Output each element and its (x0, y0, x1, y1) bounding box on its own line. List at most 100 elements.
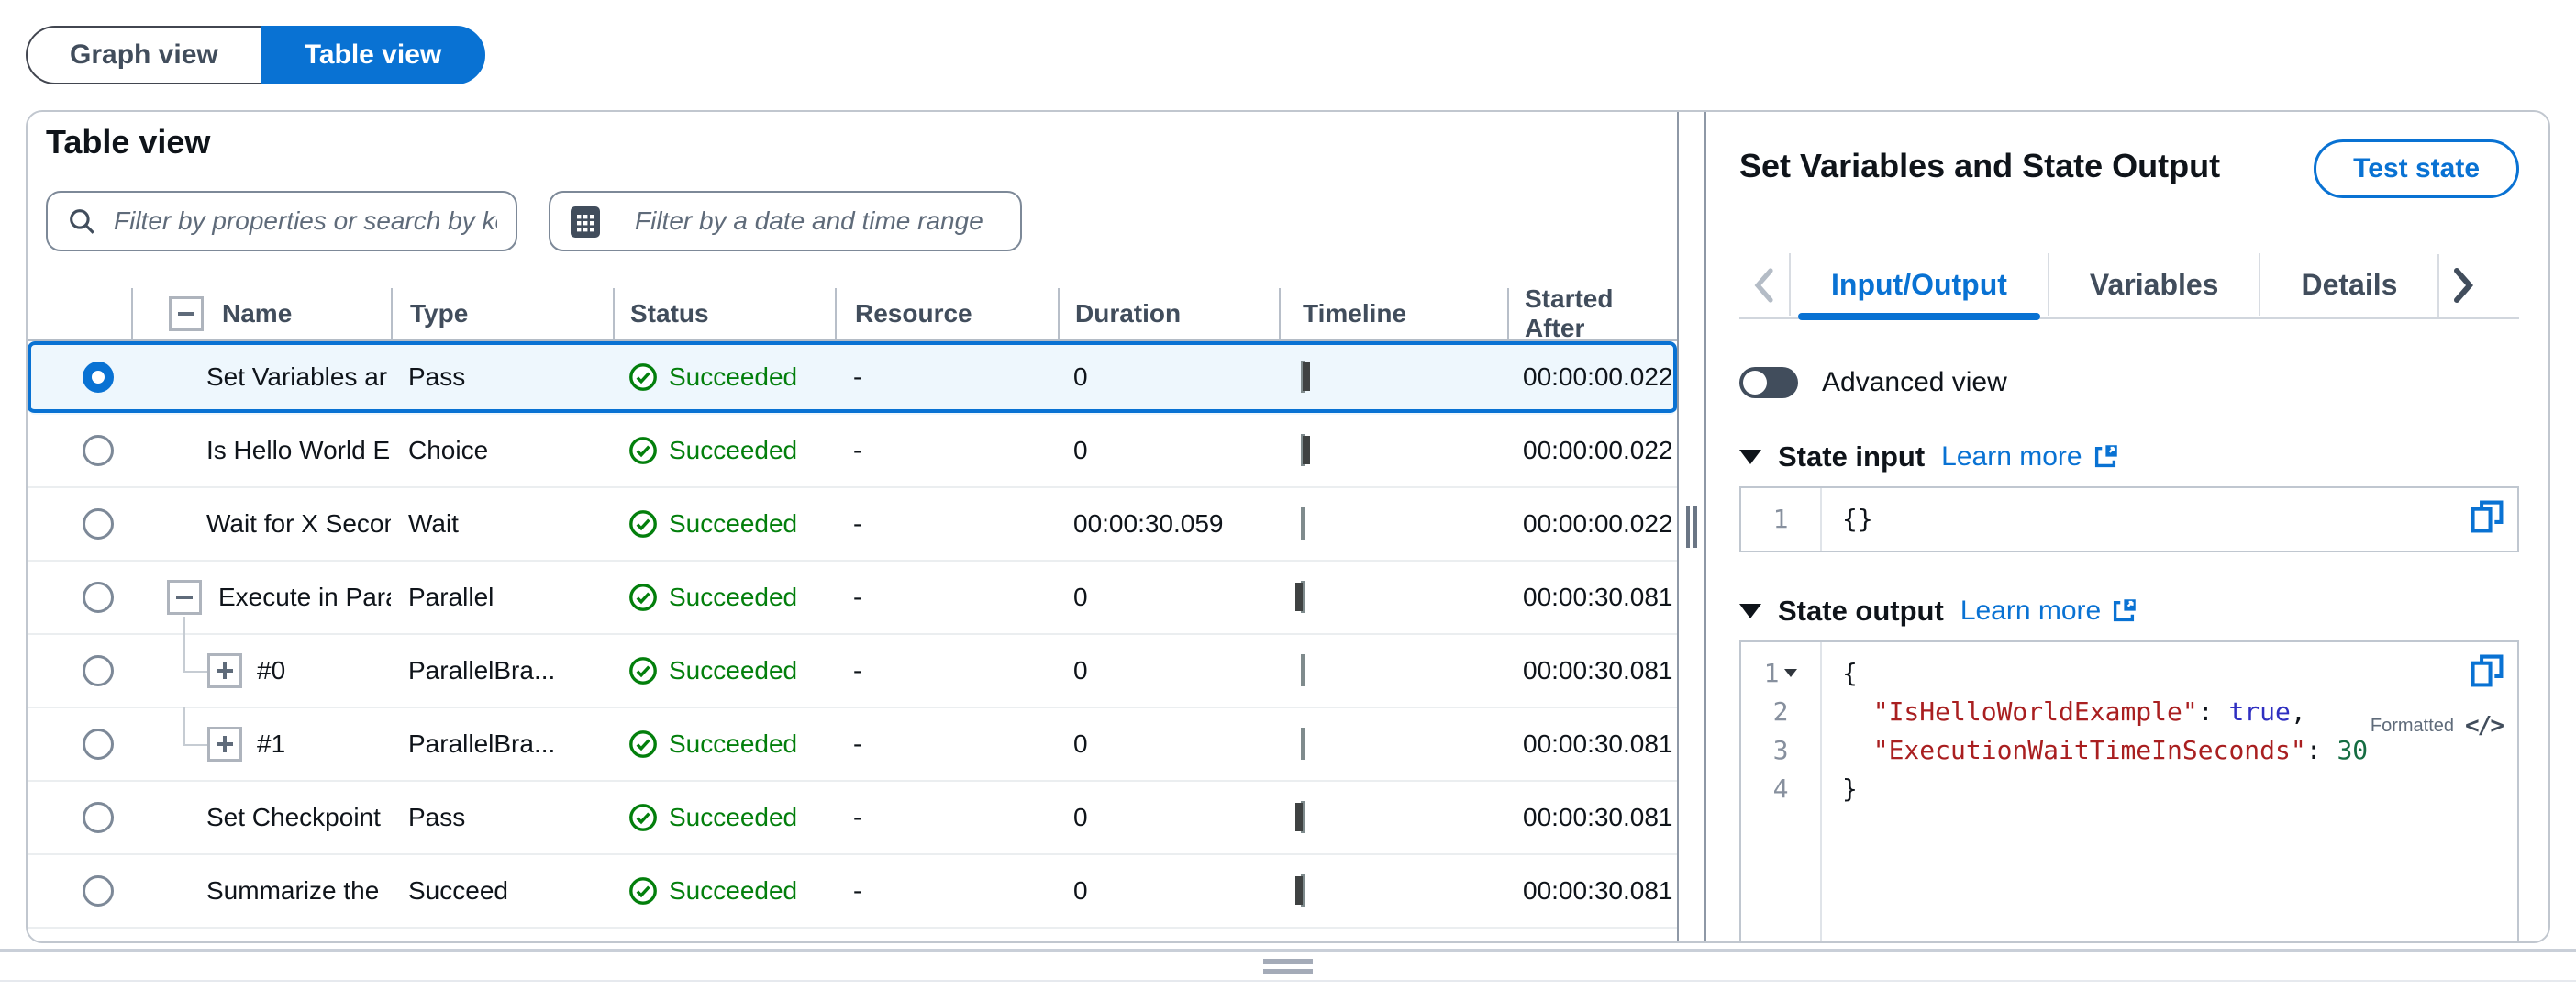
line-number: 4 (1772, 773, 1789, 804)
table-row[interactable]: #1 ParallelBra... Succeeded - 0 00:00:30… (28, 707, 1677, 782)
row-timeline-cell (1279, 581, 1507, 613)
row-radio[interactable] (83, 655, 114, 686)
expand-toggle-icon[interactable] (167, 580, 202, 615)
timeline-bar (1301, 874, 1305, 907)
bottom-resize-handle[interactable] (1263, 959, 1313, 974)
table-row[interactable]: Summarize the Succeed Succeeded - 0 00:0… (28, 855, 1677, 929)
row-timeline-cell (1279, 654, 1507, 686)
tab-details[interactable]: Details (2259, 253, 2437, 316)
table-row[interactable]: Execute in Para Parallel Succeeded - 0 0… (28, 562, 1677, 635)
collapse-triangle-icon[interactable] (1739, 604, 1761, 618)
table-panel-title: Table view (46, 123, 211, 161)
timeline-bar (1301, 434, 1305, 466)
advanced-view-toggle[interactable] (1739, 367, 1798, 398)
row-resource: - (853, 583, 862, 611)
table-panel: Table view (28, 112, 1677, 941)
tabs-scroll-left-icon[interactable] (1739, 267, 1789, 304)
collapse-all-icon[interactable] (169, 295, 204, 331)
formatted-label: Formatted (2370, 715, 2455, 736)
row-status: Succeeded (613, 729, 835, 759)
header-status[interactable]: Status (613, 288, 835, 339)
code-line: } (1842, 773, 1858, 804)
succeeded-icon (629, 363, 657, 391)
learn-more-link[interactable]: Learn more (1960, 596, 2137, 627)
header-name[interactable]: Name (131, 288, 391, 339)
row-timeline-cell (1279, 361, 1507, 393)
table-row[interactable]: Wait for X Secon Wait Succeeded - 00:00:… (28, 488, 1677, 562)
row-duration: 00:00:30.059 (1073, 509, 1224, 538)
header-resource[interactable]: Resource (835, 288, 1058, 339)
row-radio[interactable] (83, 875, 114, 907)
row-duration: 0 (1073, 656, 1088, 685)
row-radio[interactable] (83, 729, 114, 760)
line-number: 2 (1772, 696, 1789, 727)
code-line: { (1842, 657, 1858, 688)
test-state-button[interactable]: Test state (2314, 139, 2519, 198)
property-filter-input[interactable] (46, 191, 517, 251)
state-input-header: State input Learn more (1739, 440, 2519, 473)
row-started-after: 00:00:00.022 (1523, 436, 1673, 464)
row-name: Set Checkpoint (206, 803, 381, 831)
row-status-label: Succeeded (669, 729, 798, 758)
row-status: Succeeded (613, 583, 835, 612)
external-link-icon (2114, 599, 2136, 622)
fold-caret-icon[interactable] (1784, 668, 1798, 677)
filter-bar (46, 191, 1677, 251)
row-duration: 0 (1073, 436, 1088, 464)
tab-variables[interactable]: Variables (2047, 253, 2260, 316)
row-type: Pass (408, 362, 466, 391)
row-status-label: Succeeded (669, 803, 798, 831)
state-input-code: {} (1822, 488, 2517, 551)
timeline-bar (1301, 581, 1305, 613)
graph-view-button[interactable]: Graph view (26, 26, 261, 84)
date-filter-input[interactable] (549, 191, 1022, 251)
tab-input-output[interactable]: Input/Output (1789, 253, 2048, 320)
row-radio[interactable] (83, 582, 114, 613)
search-icon (66, 206, 97, 237)
learn-more-link[interactable]: Learn more (1941, 441, 2118, 473)
row-radio[interactable] (83, 802, 114, 833)
header-type[interactable]: Type (391, 288, 613, 339)
row-type: Pass (408, 803, 466, 831)
expand-toggle-icon[interactable] (207, 727, 242, 762)
copy-icon[interactable] (2470, 653, 2504, 688)
timeline-bar (1301, 507, 1305, 540)
code-format-icon[interactable]: </> (2465, 712, 2504, 740)
row-duration: 0 (1073, 729, 1088, 758)
header-radio-column (28, 288, 131, 339)
collapse-triangle-icon[interactable] (1739, 450, 1761, 464)
table-row[interactable]: Set Variables ar Pass Succeeded - 0 00:0… (28, 341, 1677, 415)
table-row[interactable]: Set Checkpoint Pass Succeeded - 0 00:00:… (28, 782, 1677, 855)
panel-resize-handle[interactable] (1686, 506, 1697, 548)
row-radio[interactable] (83, 362, 114, 393)
tabs-scroll-right-icon[interactable] (2437, 254, 2487, 317)
table-view-button[interactable]: Table view (260, 26, 486, 84)
row-name-cell: Set Variables ar (131, 341, 391, 413)
row-radio[interactable] (83, 508, 114, 540)
row-status: Succeeded (613, 876, 835, 906)
row-started-after: 00:00:30.081 (1523, 803, 1673, 831)
row-started-after: 00:00:30.081 (1523, 729, 1673, 758)
table-row[interactable]: Is Hello World E Choice Succeeded - 0 00… (28, 415, 1677, 488)
row-status: Succeeded (613, 362, 835, 392)
row-name: Set Variables ar (206, 362, 388, 391)
row-radio[interactable] (83, 435, 114, 466)
row-type: Wait (408, 509, 459, 538)
state-input-gutter: 1 (1741, 488, 1822, 551)
state-output-editor: 1 2 3 4 { "IsHelloWorldExample": true, "Exe… (1739, 640, 2519, 941)
row-started-after: 00:00:00.022 (1523, 362, 1673, 391)
line-number: 1 (1772, 503, 1789, 534)
copy-icon[interactable] (2470, 499, 2504, 534)
timeline-bar (1301, 361, 1305, 393)
row-name: Is Hello World E (206, 436, 391, 464)
header-started-after[interactable]: Started After (1507, 284, 1677, 342)
succeeded-icon (629, 584, 657, 611)
table-row[interactable]: #0 ParallelBra... Succeeded - 0 00:00:30… (28, 633, 1677, 708)
row-status-label: Succeeded (669, 876, 798, 905)
learn-more-label: Learn more (1941, 441, 2082, 472)
header-duration[interactable]: Duration (1058, 288, 1279, 339)
expand-toggle-icon[interactable] (207, 653, 242, 688)
row-name: #1 (257, 729, 286, 758)
header-timeline[interactable]: Timeline (1279, 288, 1507, 339)
row-name: Wait for X Secon (206, 509, 391, 538)
